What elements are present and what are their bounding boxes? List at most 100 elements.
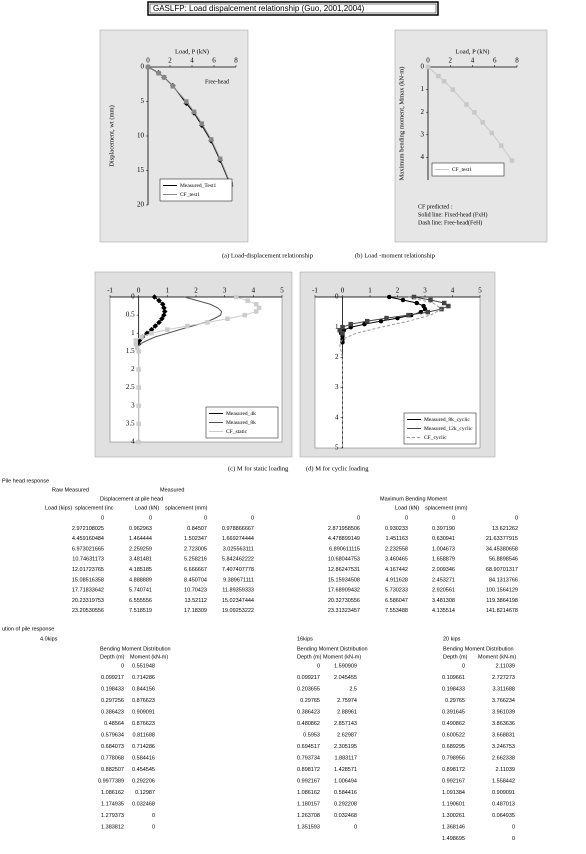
marker (151, 294, 158, 300)
table-cell: 4.911628 (385, 577, 408, 583)
column-header: splacement (mm) (165, 505, 208, 511)
y-tick-label: 3 (131, 401, 135, 409)
y-axis-label: Displacement, wt (mm) (108, 105, 115, 167)
marker (253, 309, 259, 314)
table-cell: 3.481481 (129, 557, 152, 563)
legend-label: Measured_12k_cyclic (424, 426, 473, 432)
table-cell: 1.180157 (297, 801, 320, 807)
table-cell: 20.32730556 (328, 598, 360, 604)
table-cell: 1.368146 (442, 824, 465, 830)
y-axis-label: Maximum bending moment, Mmax (kN-m) (398, 67, 405, 181)
table-cell: 1.658879 (432, 557, 455, 563)
legend-label: CF_cyclic (424, 435, 447, 441)
y-tick-label: 15 (137, 166, 145, 174)
marker (161, 75, 167, 80)
block-load: 20 kips (443, 636, 461, 642)
y-tick-label: 5 (335, 444, 339, 452)
table-cell: 0.099217 (297, 675, 320, 681)
table-cell: 0.551948 (132, 663, 155, 669)
table-cell: 1.451163 (385, 536, 408, 542)
column-header: Moment (kN-m) (323, 654, 361, 660)
x-axis-label: Load, P (kN) (456, 48, 490, 55)
table-cell: 1.279373 (101, 813, 124, 819)
table-cell: 2.75974 (337, 698, 357, 704)
table-cell: 0 (405, 515, 408, 521)
marker (165, 327, 170, 332)
table-cell: 15.15934508 (328, 577, 360, 583)
table-heading: ution of pile response (2, 626, 54, 632)
table-cell: 0.978866667 (222, 526, 254, 532)
table-cell: 2.857143 (334, 721, 357, 727)
y-tick-label: 1 (131, 329, 135, 337)
table-cell: 4.135514 (432, 608, 455, 614)
table-cell: 0.032468 (132, 801, 155, 807)
y-tick-label: 0 (141, 63, 145, 71)
table-cell: 0.962963 (129, 526, 152, 532)
table-cell: 0.12987 (135, 790, 155, 796)
annotation: Dash line: Free-head(FeH) (418, 219, 482, 226)
table-cell: 0.811688 (132, 732, 155, 738)
marker (185, 323, 190, 329)
marker (156, 319, 162, 326)
x-tick-label: 4 (190, 57, 194, 65)
marker (256, 305, 262, 311)
table-cell: 1.590909 (334, 663, 357, 669)
table-cell: 1.174935 (101, 801, 124, 807)
marker (472, 110, 477, 115)
marker (441, 78, 447, 84)
table-cell: 1.091384 (442, 790, 465, 796)
table-cell: 6.555556 (129, 598, 152, 604)
table-cell: 0 (149, 515, 152, 521)
x-tick-label: 5 (280, 287, 284, 295)
table-cell: 0 (152, 813, 155, 819)
table-cell: 5.740741 (129, 588, 152, 594)
table-cell: 34.45380658 (486, 546, 518, 552)
table-cell: 5.258216 (184, 557, 207, 563)
table-cell: 100.1564129 (486, 588, 518, 594)
marker (136, 403, 141, 408)
table-cell: 6.973021665 (72, 546, 104, 552)
marker (464, 102, 469, 107)
table-cell: 0 (512, 824, 515, 830)
column-header: Depth (m) (297, 654, 322, 660)
table-cell: 0.292208 (334, 801, 357, 807)
marker (199, 121, 205, 126)
table-cell: 0 (357, 515, 360, 521)
marker (436, 73, 441, 79)
table-cell: 0.391645 (442, 709, 465, 715)
table-cell: 17.71833642 (72, 588, 104, 594)
x-tick-label: 5 (478, 287, 482, 295)
annotation: Solid line: Fixed-head (FxH) (418, 211, 488, 218)
caption: (a) Load-displacement relationship (222, 252, 313, 259)
table-cell: 0.480862 (297, 721, 320, 727)
marker (152, 323, 159, 329)
table-cell: 0.992167 (297, 778, 320, 784)
x-tick-label: 0 (137, 287, 141, 295)
column-header: Moment (kN-m) (130, 654, 168, 660)
legend-label: Measured_8k_cyclic (424, 417, 470, 423)
marker (489, 130, 494, 136)
table-cell: 141.8214678 (486, 608, 518, 614)
table-cell: 12.86247531 (328, 567, 360, 573)
y-tick-label: 4 (421, 153, 425, 161)
marker (159, 315, 165, 322)
table-cell: 10.70423 (184, 588, 207, 594)
table-cell: 20.23319753 (72, 598, 104, 604)
table-cell: 1.383812 (101, 824, 124, 830)
table-cell: 6.586047 (385, 598, 408, 604)
x-tick-label: 4 (471, 57, 475, 65)
x-axis-label: Load, P (kN) (175, 48, 209, 55)
table-cell: 1.086162 (297, 790, 320, 796)
table-cell: 0.714286 (132, 744, 155, 750)
table-cell: 0.109661 (442, 675, 465, 681)
table-cell: 3.863636 (492, 721, 515, 727)
block-load: 4.0kips (40, 636, 58, 642)
table-cell: 0.386423 (101, 709, 124, 715)
series-line (339, 296, 443, 448)
table-cell: 0.48564 (104, 721, 124, 727)
table-cell: 3.668831 (492, 732, 515, 738)
marker (340, 324, 345, 330)
table-cell: 0 (512, 836, 515, 842)
y-tick-label: 4 (131, 438, 135, 446)
y-tick-label: 20 (137, 201, 145, 209)
